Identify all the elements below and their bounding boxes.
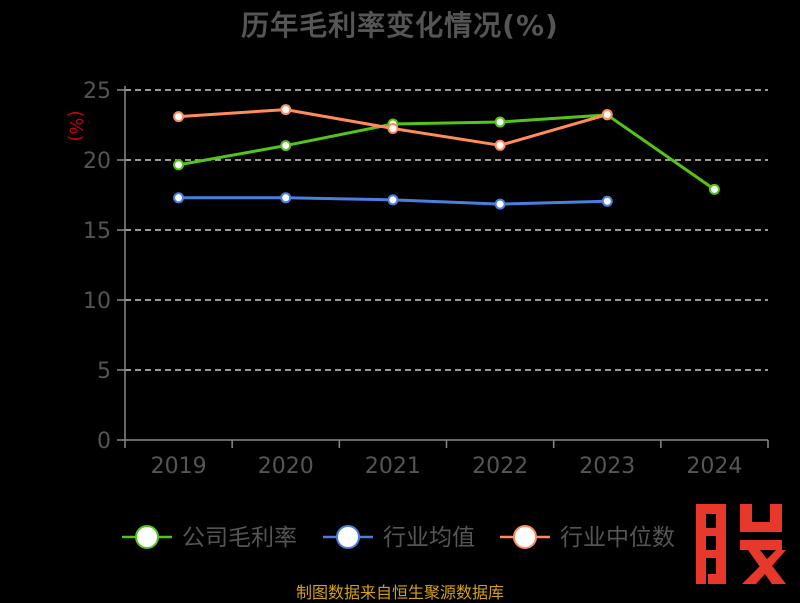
series-lines [173, 104, 720, 210]
data-point [494, 198, 506, 210]
legend-item[interactable]: 行业中位数 [500, 525, 675, 551]
series-2 [173, 104, 613, 151]
y-tick-label: 10 [83, 289, 111, 314]
legend-marker [135, 525, 159, 549]
series-1 [173, 192, 613, 210]
legend-marker [336, 525, 360, 549]
legend-marker [513, 525, 537, 549]
legend-label: 行业均值 [383, 525, 475, 551]
stock-watermark-logo [690, 498, 790, 590]
x-tick-label: 2023 [579, 454, 635, 479]
data-point [387, 123, 399, 134]
data-point [387, 194, 399, 206]
data-point [173, 192, 185, 204]
x-tick-label: 2022 [472, 454, 528, 479]
x-tick-label: 2024 [686, 454, 742, 479]
x-tick-label: 2021 [365, 454, 421, 479]
x-tick-label: 2019 [151, 454, 207, 479]
data-point [601, 195, 613, 207]
y-tick-label: 25 [83, 79, 111, 104]
legend-item[interactable]: 公司毛利率 [122, 525, 297, 551]
y-tick-label: 5 [97, 359, 111, 384]
chart-title: 历年毛利率变化情况(%) [241, 9, 559, 42]
gridlines [125, 89, 768, 371]
axes: 0 5 10 15 20 25 2019 2020 2021 2022 2023 2024 [83, 79, 769, 479]
data-point [494, 116, 506, 128]
data-point [173, 159, 185, 171]
data-source-footer: 制图数据来自恒生聚源数据库 [295, 583, 504, 602]
series-line [178, 113, 716, 191]
legend-label: 行业中位数 [560, 525, 675, 551]
data-point [280, 104, 292, 116]
x-tick-label: 2020 [258, 454, 314, 479]
data-point [280, 140, 292, 152]
data-point [708, 183, 720, 195]
series-0 [173, 109, 720, 195]
legend: 公司毛利率 行业均值 行业中位数 [122, 525, 675, 551]
y-tick-label: 0 [97, 429, 111, 454]
legend-item[interactable]: 行业均值 [323, 525, 475, 551]
data-point [601, 109, 613, 120]
data-point [494, 139, 506, 151]
y-tick-label: 20 [83, 149, 111, 174]
y-tick-label: 15 [83, 219, 111, 244]
legend-label: 公司毛利率 [182, 525, 297, 551]
data-point [280, 192, 292, 204]
data-point [173, 111, 185, 123]
y-axis-unit-label: (%) [65, 110, 86, 141]
